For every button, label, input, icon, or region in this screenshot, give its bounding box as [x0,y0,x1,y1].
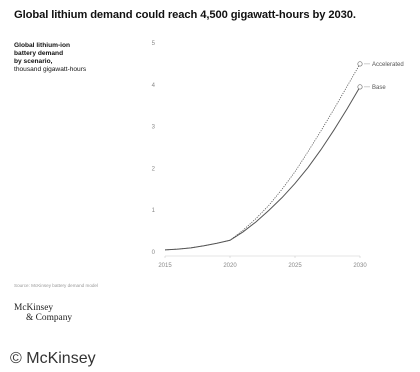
series-label: Base [372,85,386,91]
x-tick-label: 2015 [158,263,172,269]
series-line-accelerated [164,63,361,251]
source-note: Source: McKinsey battery demand model [14,283,99,288]
x-tick-label: 2020 [223,263,237,269]
series-line-base [164,86,361,251]
series-label: Accelerated [372,62,404,68]
logo-line: & Company [26,313,73,323]
description-unit: thousand gigawatt-hours [14,66,87,73]
y-tick-label: 5 [152,41,156,47]
description-line: by scenario, [14,58,53,65]
y-tick-label: 3 [152,125,156,131]
chart-lines [164,63,361,251]
end-marker [357,84,363,90]
x-tick-label: 2025 [288,263,302,269]
y-tick-label: 4 [152,83,156,89]
x-tick-label: 2030 [353,263,367,269]
chart-description: Global lithium-ion battery demand by sce… [14,42,134,74]
y-tick-label: 0 [152,250,156,256]
chart-axes: 0 1 2 3 4 5 2015 2020 2025 2030 [152,41,368,269]
description-line: Global lithium-ion [14,42,71,49]
description-line: battery demand [14,50,64,57]
line-chart: 0 1 2 3 4 5 2015 2020 2025 2030 Accelerated Base [152,41,404,269]
y-tick-label: 2 [152,166,156,172]
mckinsey-logo: McKinsey & Company [14,303,72,323]
y-tick-label: 1 [152,208,156,214]
page-title: Global lithium demand could reach 4,500 … [14,9,356,21]
end-marker [357,61,363,67]
copyright: © McKinsey [10,350,96,367]
chart-labels: Accelerated Base [357,61,404,91]
logo-line: McKinsey [14,303,54,313]
